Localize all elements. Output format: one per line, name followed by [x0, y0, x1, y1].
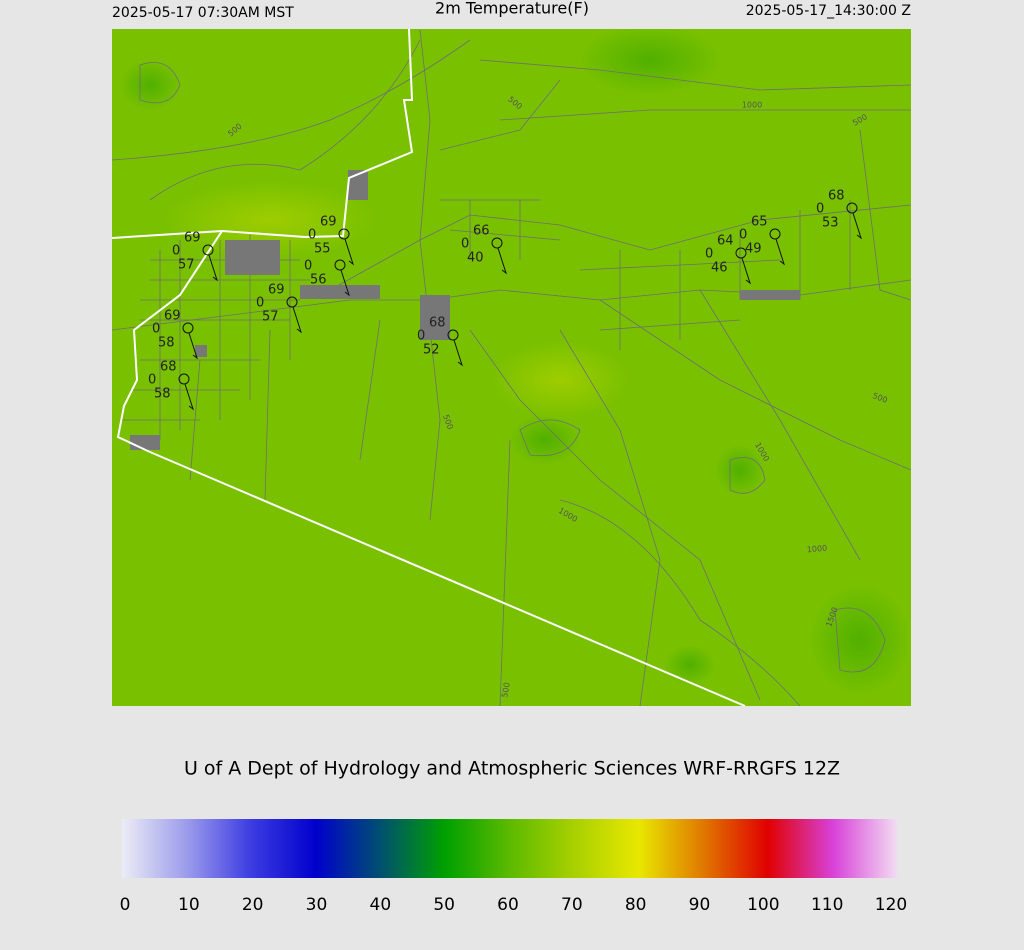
roads [112, 29, 911, 706]
utc-time: 2025-05-17_14:30:00 Z [746, 3, 911, 19]
station-code: 0 [816, 202, 824, 217]
temperature: 69 [268, 283, 285, 298]
dewpoint: 58 [158, 336, 175, 351]
dewpoint: 49 [745, 242, 762, 257]
station-code: 0 [705, 247, 713, 262]
station-code: 0 [304, 259, 312, 274]
dewpoint: 46 [711, 261, 728, 276]
station-circle [334, 259, 346, 271]
contour-label: 500 [500, 682, 512, 699]
temperature: 68 [160, 360, 177, 375]
temperature: 64 [717, 234, 734, 249]
temperature: 69 [320, 215, 337, 230]
wind-barb [184, 383, 194, 411]
wind-barb [741, 257, 751, 285]
field-shade [715, 445, 765, 495]
boundary [112, 29, 414, 239]
dewpoint: 52 [423, 343, 440, 358]
colorbar-tick-label: 70 [561, 895, 583, 915]
contour-label: 1000 [742, 101, 762, 110]
wind-barb [188, 332, 198, 360]
colorbar-tick-label: 40 [370, 895, 392, 915]
wind-barb [852, 212, 862, 240]
station-circle [178, 373, 190, 385]
field-shade [510, 415, 580, 465]
station-circle [286, 296, 298, 308]
colorbar-tick-label: 90 [689, 895, 711, 915]
dewpoint: 55 [314, 242, 331, 257]
colorbar [122, 819, 897, 878]
map-title: 2m Temperature(F) [435, 0, 589, 18]
temperature: 68 [429, 316, 446, 331]
station-circle [846, 202, 858, 214]
colorbar-tick-label: 100 [747, 895, 779, 915]
contour-label: 1000 [806, 544, 827, 555]
field-shade [120, 60, 180, 110]
credit: U of A Dept of Hydrology and Atmospheric… [184, 758, 840, 780]
colorbar-tick-label: 60 [497, 895, 519, 915]
wind-barb [208, 254, 218, 282]
station-code: 0 [172, 244, 180, 259]
station-code: 0 [308, 228, 316, 243]
temperature: 69 [184, 231, 201, 246]
station-code: 0 [148, 373, 156, 388]
colorbar-tick-label: 20 [242, 895, 264, 915]
dewpoint: 56 [310, 273, 327, 288]
local-time: 2025-05-17 07:30AM MST [112, 5, 294, 21]
station-circle [447, 329, 459, 341]
colorbar-tick-label: 110 [811, 895, 843, 915]
station-code: 0 [256, 296, 264, 311]
dewpoint: 57 [262, 310, 279, 325]
station-circle [182, 322, 194, 334]
stations: 6905769055056690576905868058680526604064… [148, 189, 862, 411]
colorbar-ticks: 0 10 20 30 40 50 60 70 80 90 100 110 120 [120, 895, 908, 915]
colorbar-tick-label: 10 [178, 895, 200, 915]
field-shade [490, 340, 630, 420]
wind-barb [453, 339, 463, 367]
wind-barb [497, 247, 507, 275]
wind-barb [344, 238, 354, 266]
boundary [116, 230, 746, 706]
station-circle [769, 228, 781, 240]
field-shade [580, 29, 720, 95]
dewpoint: 40 [467, 251, 484, 266]
station-code: 0 [152, 322, 160, 337]
station-code: 0 [739, 228, 747, 243]
wind-barb [775, 238, 785, 266]
dewpoint: 58 [154, 387, 171, 402]
colorbar-tick-label: 50 [433, 895, 455, 915]
colorbar-tick-label: 0 [120, 895, 131, 915]
temperature: 69 [164, 309, 181, 324]
station-code: 0 [461, 237, 469, 252]
field-shade [810, 585, 910, 695]
colorbar-tick-label: 80 [625, 895, 647, 915]
field-shade [665, 645, 715, 685]
station-circle [491, 237, 503, 249]
temperature: 65 [751, 215, 768, 230]
colorbar-tick-label: 120 [875, 895, 907, 915]
temperature: 66 [473, 224, 490, 239]
dewpoint: 53 [822, 216, 839, 231]
colorbar-tick-label: 30 [306, 895, 328, 915]
station-code: 0 [417, 329, 425, 344]
temperature: 68 [828, 189, 845, 204]
wind-barb [340, 269, 350, 297]
station-circle [735, 247, 747, 259]
wind-barb [292, 306, 302, 334]
station-circle [202, 244, 214, 256]
station-circle [338, 228, 350, 240]
dewpoint: 57 [178, 258, 195, 273]
